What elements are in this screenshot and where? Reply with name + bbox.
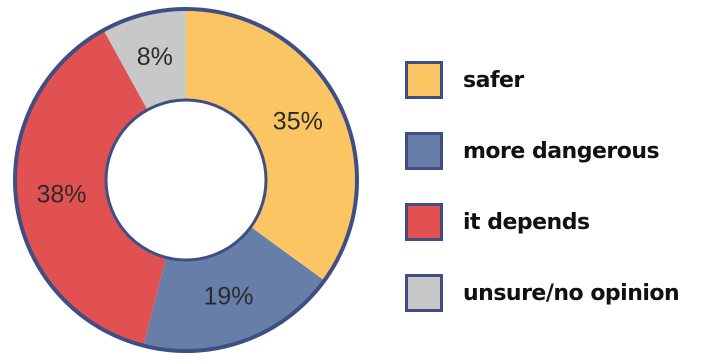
legend-swatch-unsure — [405, 274, 443, 312]
legend-item-it-depends: it depends — [405, 198, 723, 246]
legend-item-unsure: unsure/no opinion — [405, 269, 723, 317]
legend-label-unsure: unsure/no opinion — [463, 280, 680, 306]
slice-label-unsure-no-opinion: 8% — [137, 43, 173, 71]
legend-item-more-dangerous: more dangerous — [405, 127, 723, 175]
legend-label-more-dangerous: more dangerous — [463, 138, 660, 164]
legend-item-safer: safer — [405, 56, 723, 104]
legend-label-safer: safer — [463, 67, 524, 93]
legend: safer more dangerous it depends unsure/n… — [405, 56, 723, 340]
slice-label-safer: 35% — [273, 108, 323, 136]
donut-hole — [104, 98, 268, 262]
slice-unsure-no-opinion — [103, 9, 186, 110]
slice-labels: 35% 19% 38% 8% — [36, 43, 322, 311]
slice-it-depends — [15, 30, 167, 346]
donut-chart: 35% 19% 38% 8% — [13, 7, 359, 353]
slice-more-dangerous — [143, 227, 325, 351]
slice-label-more-dangerous: 19% — [203, 283, 253, 311]
legend-label-it-depends: it depends — [463, 209, 590, 235]
legend-swatch-safer — [405, 61, 443, 99]
slice-safer — [186, 9, 358, 281]
slice-label-it-depends: 38% — [36, 180, 86, 208]
donut-outline — [13, 7, 359, 353]
legend-swatch-it-depends — [405, 203, 443, 241]
legend-swatch-more-dangerous — [405, 132, 443, 170]
donut-slices — [15, 9, 358, 351]
